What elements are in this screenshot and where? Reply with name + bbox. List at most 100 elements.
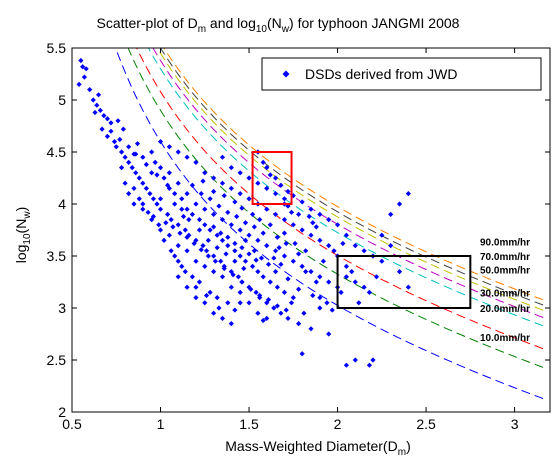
y-tick-label: 3.5 xyxy=(47,248,67,264)
data-point xyxy=(356,300,362,306)
data-point xyxy=(255,269,261,275)
data-point xyxy=(242,237,249,243)
data-point xyxy=(219,180,226,186)
data-point xyxy=(248,286,254,292)
y-tick-label: 4.5 xyxy=(47,144,67,160)
data-point xyxy=(126,191,132,197)
data-point xyxy=(126,144,132,150)
data-point xyxy=(202,170,208,176)
data-point xyxy=(168,217,174,223)
data-point xyxy=(281,217,288,223)
data-point xyxy=(118,149,125,155)
data-point xyxy=(326,279,332,285)
data-point xyxy=(306,213,312,220)
data-point xyxy=(228,185,234,191)
data-point xyxy=(299,351,305,357)
data-point xyxy=(202,300,208,306)
data-point xyxy=(108,120,114,126)
data-point xyxy=(129,165,135,171)
data-point xyxy=(221,265,227,272)
data-point xyxy=(157,206,164,212)
data-point xyxy=(179,263,185,269)
data-point xyxy=(278,182,284,188)
data-point xyxy=(172,201,178,207)
data-point xyxy=(267,279,273,285)
x-tick-label: 1 xyxy=(157,416,165,432)
data-point xyxy=(246,175,252,181)
data-point xyxy=(211,253,217,259)
data-point xyxy=(140,154,146,160)
data-point xyxy=(184,284,190,290)
data-point xyxy=(120,126,126,132)
data-point xyxy=(83,66,89,72)
data-point xyxy=(338,289,344,295)
y-tick-label: 5 xyxy=(58,92,66,108)
data-point xyxy=(140,201,146,207)
data-point xyxy=(237,253,243,259)
data-point xyxy=(140,180,146,186)
data-point xyxy=(165,211,171,217)
data-point xyxy=(133,151,139,157)
data-point xyxy=(175,243,181,249)
data-point xyxy=(211,211,217,217)
data-point xyxy=(104,133,111,139)
data-point xyxy=(272,211,279,217)
data-point xyxy=(104,116,111,122)
x-tick-label: 0.5 xyxy=(62,416,82,432)
rain-curve xyxy=(136,48,547,351)
data-point xyxy=(343,263,350,269)
data-point xyxy=(317,211,323,217)
data-point xyxy=(186,217,192,223)
data-point xyxy=(218,230,224,236)
data-point xyxy=(258,255,265,261)
data-point xyxy=(108,128,114,134)
data-point xyxy=(260,230,266,236)
x-tick-label: 2.5 xyxy=(416,416,436,432)
data-point xyxy=(211,175,217,181)
data-point xyxy=(202,222,208,228)
data-point xyxy=(140,206,146,212)
data-point xyxy=(175,149,181,155)
data-point xyxy=(396,269,403,275)
data-point xyxy=(317,305,323,311)
data-point xyxy=(161,175,167,181)
data-point xyxy=(373,274,380,280)
data-point xyxy=(317,295,323,301)
data-point xyxy=(352,243,358,249)
data-point xyxy=(81,74,87,80)
data-point xyxy=(308,232,314,238)
data-point xyxy=(143,185,149,191)
data-point xyxy=(157,227,164,233)
data-point xyxy=(157,139,164,145)
data-point xyxy=(272,269,279,275)
data-point xyxy=(212,258,218,264)
data-point xyxy=(214,245,220,251)
data-point xyxy=(152,159,158,165)
highlight-boxes xyxy=(251,151,472,309)
data-point xyxy=(232,240,238,247)
x-axis-label: Mass-Weighted Diameter(Dm) xyxy=(225,438,410,458)
data-point xyxy=(136,175,142,181)
data-point xyxy=(207,196,213,202)
data-point xyxy=(281,196,288,202)
data-point xyxy=(379,232,385,238)
data-point xyxy=(232,307,238,313)
data-point xyxy=(216,203,222,209)
rain-curve xyxy=(159,48,547,307)
data-point xyxy=(388,211,394,217)
data-point xyxy=(193,159,199,165)
data-point xyxy=(78,57,84,64)
data-point xyxy=(274,303,280,309)
data-point xyxy=(101,113,107,119)
data-point xyxy=(97,107,103,113)
x-axis-ticks: 0.5 1 1.5 2 2.5 3 xyxy=(62,48,519,432)
data-point xyxy=(271,305,277,311)
data-point xyxy=(165,182,171,188)
y-tick-label: 2 xyxy=(58,404,66,420)
data-point xyxy=(366,289,373,295)
data-point xyxy=(296,251,302,257)
data-point xyxy=(205,253,211,259)
data-point xyxy=(166,170,172,176)
data-point xyxy=(283,307,289,313)
data-point xyxy=(299,263,305,269)
